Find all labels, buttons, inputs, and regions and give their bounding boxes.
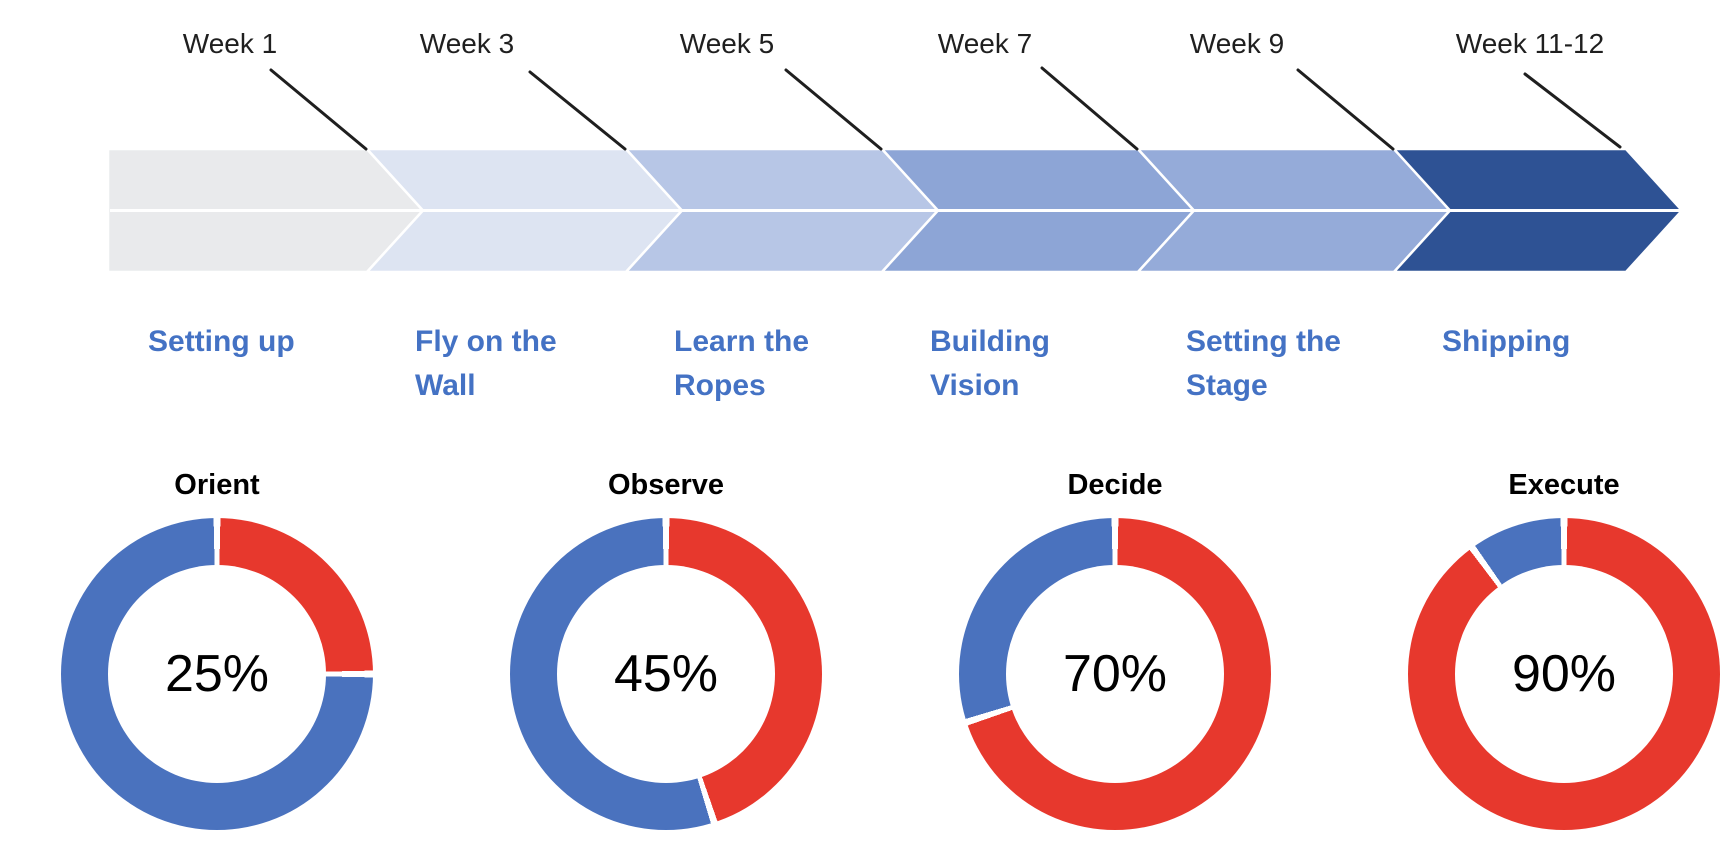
- callout-line-week-11-12: [1523, 72, 1622, 149]
- donut-title-decide: Decide: [1067, 469, 1163, 501]
- donut-hole-execute: 90%: [1455, 565, 1673, 783]
- callout-line-week-9: [1296, 68, 1395, 151]
- stage-label-setting-up: Setting up: [148, 325, 295, 358]
- week-label-11-12: Week 11-12: [1455, 28, 1605, 59]
- donut-ring-observe: 45%: [510, 518, 822, 830]
- donut-chart-decide: Decide 70%: [959, 469, 1271, 830]
- stage-label-building-vision: Building Vision: [930, 325, 1050, 402]
- stage-label-setting-the-stage: Setting the Stage: [1186, 325, 1341, 402]
- donut-chart-orient: Orient 25%: [61, 469, 373, 830]
- donut-hole-orient: 25%: [108, 565, 326, 783]
- callout-line-week-7: [1040, 66, 1139, 151]
- week-label-9: Week 9: [1189, 28, 1285, 59]
- donut-percent-orient: 25%: [164, 645, 270, 703]
- donut-ring-decide: 70%: [959, 518, 1271, 830]
- callout-line-week-1: [269, 68, 368, 151]
- donut-chart-execute: Execute 90%: [1408, 469, 1720, 830]
- stage-label-fly-on-the-wall: Fly on the Wall: [415, 325, 557, 402]
- week-label-5: Week 5: [679, 28, 775, 59]
- donut-title-execute: Execute: [1508, 469, 1620, 501]
- donut-title-observe: Observe: [607, 469, 725, 501]
- band-midline: [110, 209, 1682, 212]
- donut-percent-decide: 70%: [1062, 645, 1168, 703]
- week-label-7: Week 7: [937, 28, 1033, 59]
- stage-label-learn-the-ropes: Learn the Ropes: [674, 325, 810, 402]
- donut-title-orient: Orient: [174, 469, 260, 501]
- donut-ring-execute: 90%: [1408, 518, 1720, 830]
- callout-line-week-3: [528, 70, 627, 151]
- stage-label-shipping: Shipping: [1442, 325, 1571, 358]
- donut-ring-orient: 25%: [61, 518, 373, 830]
- donut-chart-observe: Observe 45%: [510, 469, 822, 830]
- donut-hole-observe: 45%: [557, 565, 775, 783]
- donut-percent-observe: 45%: [613, 645, 719, 703]
- donut-percent-execute: 90%: [1511, 645, 1617, 703]
- donut-hole-decide: 70%: [1006, 565, 1224, 783]
- week-label-1: Week 1: [182, 28, 278, 59]
- callout-line-week-5: [784, 68, 883, 151]
- week-label-3: Week 3: [419, 28, 515, 59]
